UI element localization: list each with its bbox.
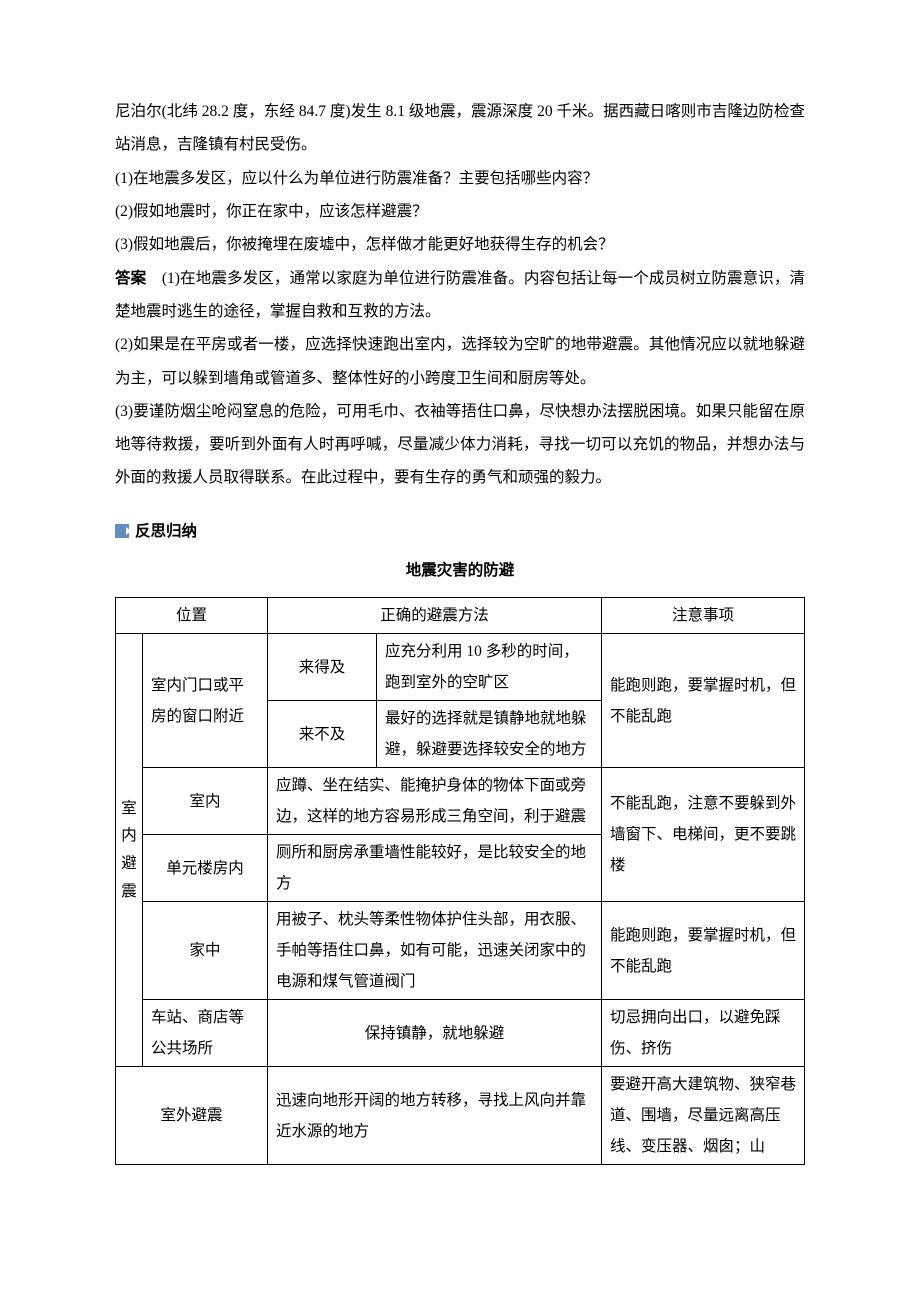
th-location: 位置 [116,598,268,634]
question-2: (2)假如地震时，你正在家中，应该怎样避震？ [115,195,805,228]
table-row: 室内避震 室内门口或平房的窗口附近 来得及 应充分利用 10 多秒的时间，跑到室… [116,634,805,701]
question-1: (1)在地震多发区，应以什么为单位进行防震准备？主要包括哪些内容？ [115,162,805,195]
paragraph-intro: 尼泊尔(北纬 28.2 度，东经 84.7 度)发生 8.1 级地震，震源深度 … [115,95,805,162]
loc-3: 单元楼房内 [143,835,268,902]
loc-2: 室内 [143,768,268,835]
table-header-row: 位置 正确的避震方法 注意事项 [116,598,805,634]
th-method: 正确的避震方法 [268,598,602,634]
answer-block-1: 答案 (1)在地震多发区，通常以家庭为单位进行防震准备。内容包括让每一个成员树立… [115,262,805,329]
note-5: 切忌拥向出口，以避免踩伤、挤伤 [602,1000,805,1067]
method-4: 用被子、枕头等柔性物体护住头部，用衣服、手帕等捂住口鼻，如有可能，迅速关闭家中的… [268,902,602,1000]
method-1b: 最好的选择就是镇静地就地躲避，躲避要选择较安全的地方 [377,701,602,768]
note-1: 能跑则跑，要掌握时机，但不能乱跑 [602,634,805,768]
table-row: 室外避震 迅速向地形开阔的地方转移，寻找上风向并靠近水源的地方 要避开高大建筑物… [116,1067,805,1165]
note-outdoor: 要避开高大建筑物、狭窄巷道、围墙，尽量远离高压线、变压器、烟囱；山 [602,1067,805,1165]
table-row: 室内 应蹲、坐在结实、能掩护身体的物体下面或旁边，这样的地方容易形成三角空间，利… [116,768,805,835]
earthquake-table: 位置 正确的避震方法 注意事项 室内避震 室内门口或平房的窗口附近 来得及 应充… [115,597,805,1165]
answer-1-text: (1)在地震多发区，通常以家庭为单位进行防震准备。内容包括让每一个成员树立防震意… [115,270,805,320]
loc-1: 室内门口或平房的窗口附近 [143,634,268,768]
section-header: 反思归纳 [115,515,805,548]
answer-label: 答案 [115,270,146,287]
cond-1b: 来不及 [268,701,377,768]
answer-3: (3)要谨防烟尘呛闷窒息的危险，可用毛巾、衣袖等捂住口鼻，尽快想办法摆脱困境。如… [115,395,805,495]
question-3: (3)假如地震后，你被掩埋在废墟中，怎样做才能更好地获得生存的机会？ [115,228,805,261]
group-indoor-label: 室内避震 [116,634,143,1067]
method-3: 厕所和厨房承重墙性能较好，是比较安全的地方 [268,835,602,902]
method-5: 保持镇静，就地躲避 [268,1000,602,1067]
document-page: 尼泊尔(北纬 28.2 度，东经 84.7 度)发生 8.1 级地震，震源深度 … [0,0,920,1225]
th-note: 注意事项 [602,598,805,634]
cond-1a: 来得及 [268,634,377,701]
loc-4: 家中 [143,902,268,1000]
answer-2: (2)如果是在平房或者一楼，应选择快速跑出室内，选择较为空旷的地带避震。其他情况… [115,328,805,395]
loc-5: 车站、商店等公共场所 [143,1000,268,1067]
method-outdoor: 迅速向地形开阔的地方转移，寻找上风向并靠近水源的地方 [268,1067,602,1165]
method-1a: 应充分利用 10 多秒的时间，跑到室外的空旷区 [377,634,602,701]
table-row: 家中 用被子、枕头等柔性物体护住头部，用衣服、手帕等捂住口鼻，如有可能，迅速关闭… [116,902,805,1000]
note-23: 不能乱跑，注意不要躲到外墙窗下、电梯间，更不要跳楼 [602,768,805,902]
group-outdoor-label: 室外避震 [116,1067,268,1165]
note-4: 能跑则跑，要掌握时机，但不能乱跑 [602,902,805,1000]
table-row: 车站、商店等公共场所 保持镇静，就地躲避 切忌拥向出口，以避免踩伤、挤伤 [116,1000,805,1067]
arrow-icon [115,524,129,538]
method-2: 应蹲、坐在结实、能掩护身体的物体下面或旁边，这样的地方容易形成三角空间，利于避震 [268,768,602,835]
table-title: 地震灾害的防避 [115,554,805,587]
section-title: 反思归纳 [135,515,197,548]
